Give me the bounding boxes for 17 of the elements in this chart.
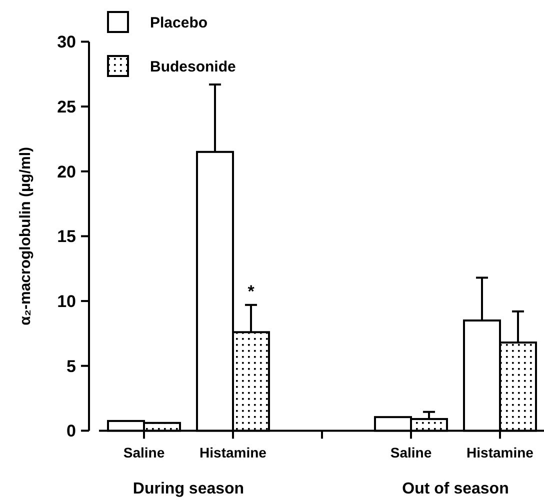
legend-label: Placebo (150, 14, 208, 32)
y-tick-label: 30 (57, 32, 76, 52)
text: During season (132, 480, 244, 498)
x-tick-label: Saline (390, 444, 432, 461)
x-tick-label: Saline (123, 444, 165, 461)
x-tick-label: Histamine (200, 444, 267, 461)
y-tick-label: 10 (57, 292, 76, 311)
y-tick-label: 5 (66, 356, 76, 376)
y-tick-label: 20 (57, 162, 76, 182)
annotation: * (248, 282, 255, 301)
text: Out of season (402, 480, 509, 498)
legend-label: Budesonide (150, 58, 236, 76)
y-axis-title: α₂-macroglobulin (μg/ml) (17, 147, 34, 326)
y-tick-label: 0 (66, 422, 76, 441)
x-tick-label: Histamine (466, 444, 534, 461)
y-tick-label: 15 (57, 227, 76, 246)
y-tick-label: 25 (57, 97, 76, 116)
